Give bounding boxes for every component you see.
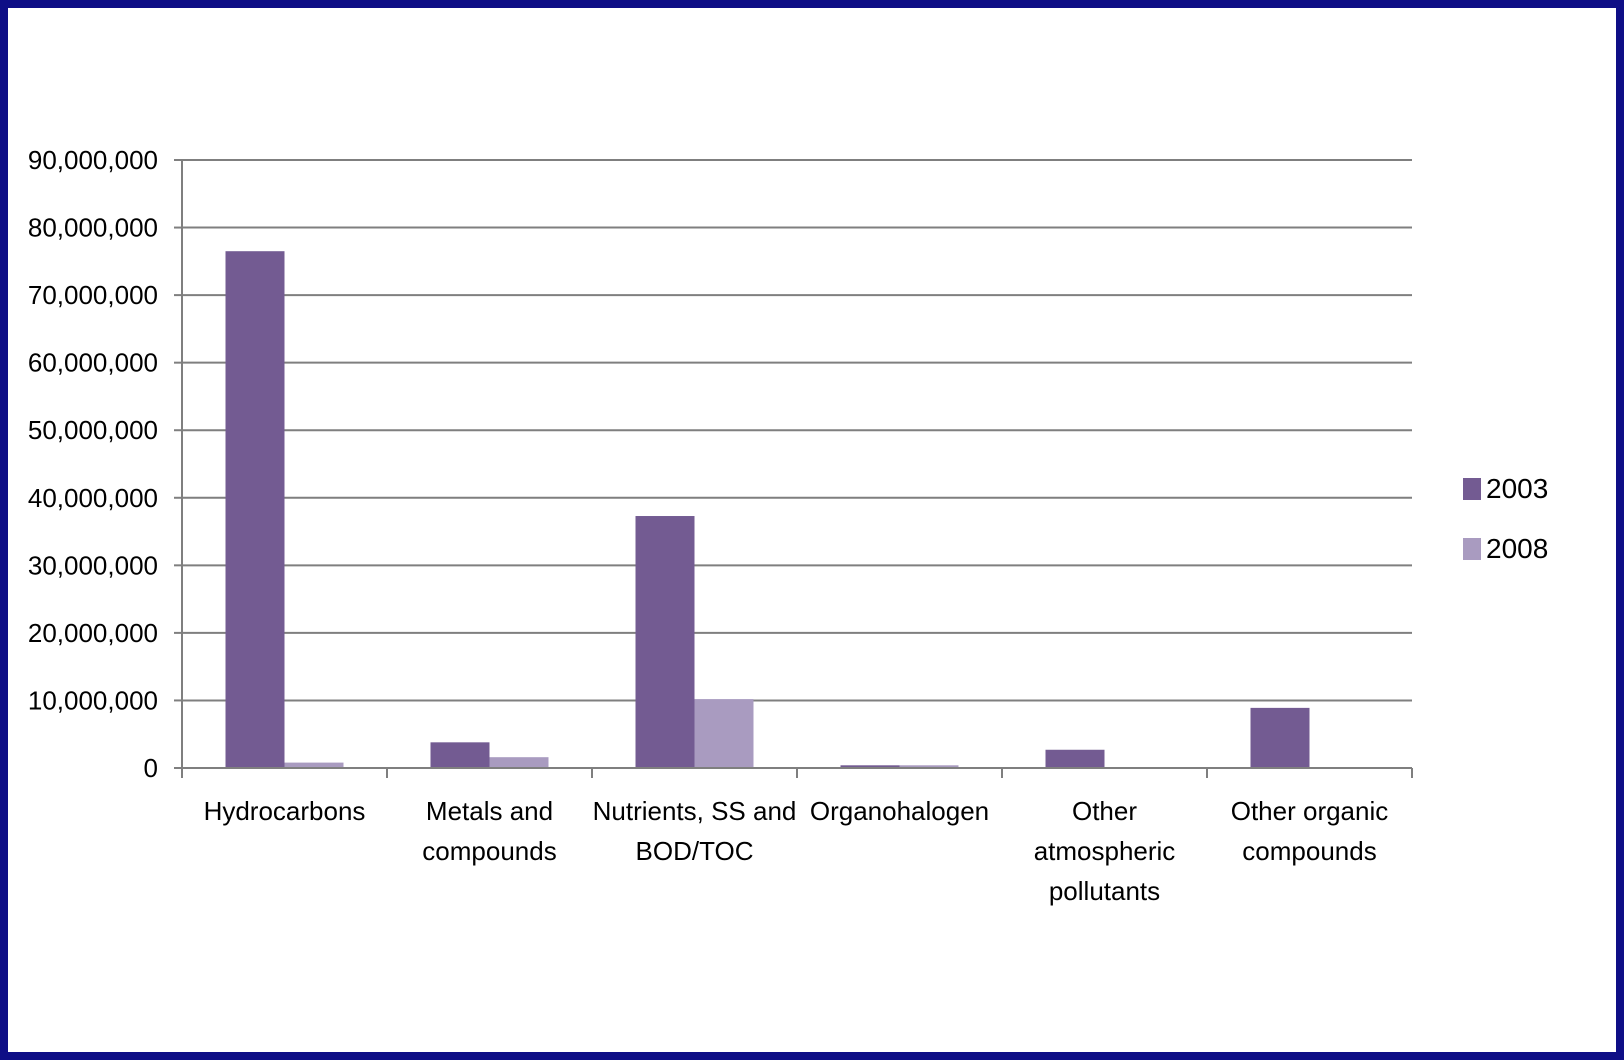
bar-2008 (489, 757, 549, 768)
bar-2003 (840, 765, 900, 768)
y-tick-label: 0 (144, 753, 158, 783)
bar-2008 (284, 762, 344, 768)
x-category-label: Metals and (426, 796, 553, 826)
y-axis-ticks: 0 10,000,000 20,000,000 30,000,000 40,000,00… (28, 145, 182, 783)
legend-label-2003: 2003 (1486, 473, 1548, 504)
gridlines (182, 159, 1412, 702)
bar-2003 (430, 742, 490, 768)
bar-2003 (1250, 707, 1310, 768)
bar-2003 (635, 516, 695, 768)
bar-chart: 0 10,000,000 20,000,000 30,000,000 40,000,00… (28, 145, 1548, 906)
x-category-label: atmospheric (1034, 836, 1176, 866)
x-category-label: Nutrients, SS and (593, 796, 797, 826)
chart-panel: 0 10,000,000 20,000,000 30,000,000 40,000,00… (8, 8, 1616, 1052)
legend-swatch-2008 (1463, 538, 1481, 560)
x-category-label: compounds (422, 836, 556, 866)
legend-label-2008: 2008 (1486, 533, 1548, 564)
bar-2008 (694, 699, 754, 768)
x-category-label: compounds (1242, 836, 1376, 866)
x-category-label: Other organic (1231, 796, 1389, 826)
bars (225, 251, 1310, 768)
y-tick-label: 40,000,000 (28, 483, 158, 513)
x-category-label: Other (1072, 796, 1137, 826)
bar-2003 (1045, 749, 1105, 768)
x-category-label: pollutants (1049, 876, 1160, 906)
y-tick-label: 30,000,000 (28, 550, 158, 580)
y-tick-label: 10,000,000 (28, 685, 158, 715)
x-category-label: BOD/TOC (636, 836, 754, 866)
y-tick-label: 50,000,000 (28, 415, 158, 445)
y-tick-label: 60,000,000 (28, 348, 158, 378)
bar-2008 (899, 765, 959, 768)
x-category-label: Hydrocarbons (204, 796, 366, 826)
bar-2003 (225, 251, 285, 768)
legend-swatch-2003 (1463, 478, 1481, 500)
x-category-label: Organohalogen (810, 796, 989, 826)
y-tick-label: 20,000,000 (28, 618, 158, 648)
x-axis-labels: Hydrocarbons Metals and compounds Nutrients… (204, 796, 1389, 906)
y-tick-label: 70,000,000 (28, 280, 158, 310)
y-tick-label: 90,000,000 (28, 145, 158, 175)
legend: 2003 2008 (1463, 473, 1548, 564)
axes (181, 160, 1413, 778)
y-tick-label: 80,000,000 (28, 213, 158, 243)
